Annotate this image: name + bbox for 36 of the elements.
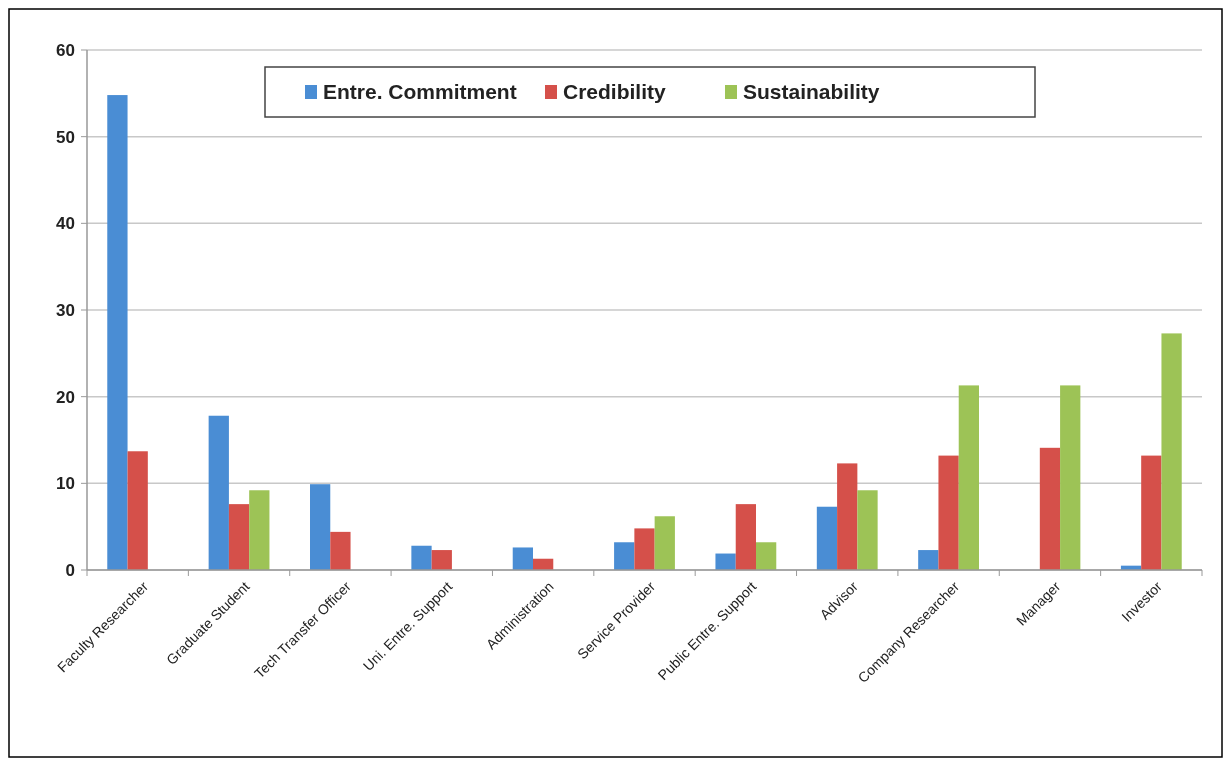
bar [411,545,432,570]
bar [107,95,128,570]
bar [127,451,148,570]
bar [816,506,838,570]
bar [208,415,229,570]
bar [715,553,736,570]
bar [634,528,655,570]
legend-label: Credibility [563,80,666,104]
bar [614,542,635,570]
bar [958,385,979,570]
y-tick-label: 60 [56,40,75,60]
bar [1161,333,1182,570]
bar [837,463,858,570]
y-tick-label: 0 [65,560,75,580]
bar [512,547,533,570]
bar [938,455,959,570]
legend-label: Sustainability [743,80,880,104]
legend-label: Entre. Commitment [323,80,517,104]
bar [1141,455,1162,570]
bar [735,504,756,570]
y-tick-label: 50 [56,127,75,147]
bar [654,516,675,570]
y-tick-label: 20 [56,387,75,407]
y-tick-label: 10 [56,474,75,494]
bar [918,550,939,570]
y-tick-label: 40 [56,214,75,234]
bar [249,490,270,570]
bar [228,504,250,570]
bar [1060,385,1081,570]
bar [431,550,452,570]
bar [756,542,777,570]
bar [857,490,878,570]
bar [310,484,331,570]
bar [330,531,351,570]
y-tick-label: 30 [56,300,75,320]
bar [1039,447,1061,570]
